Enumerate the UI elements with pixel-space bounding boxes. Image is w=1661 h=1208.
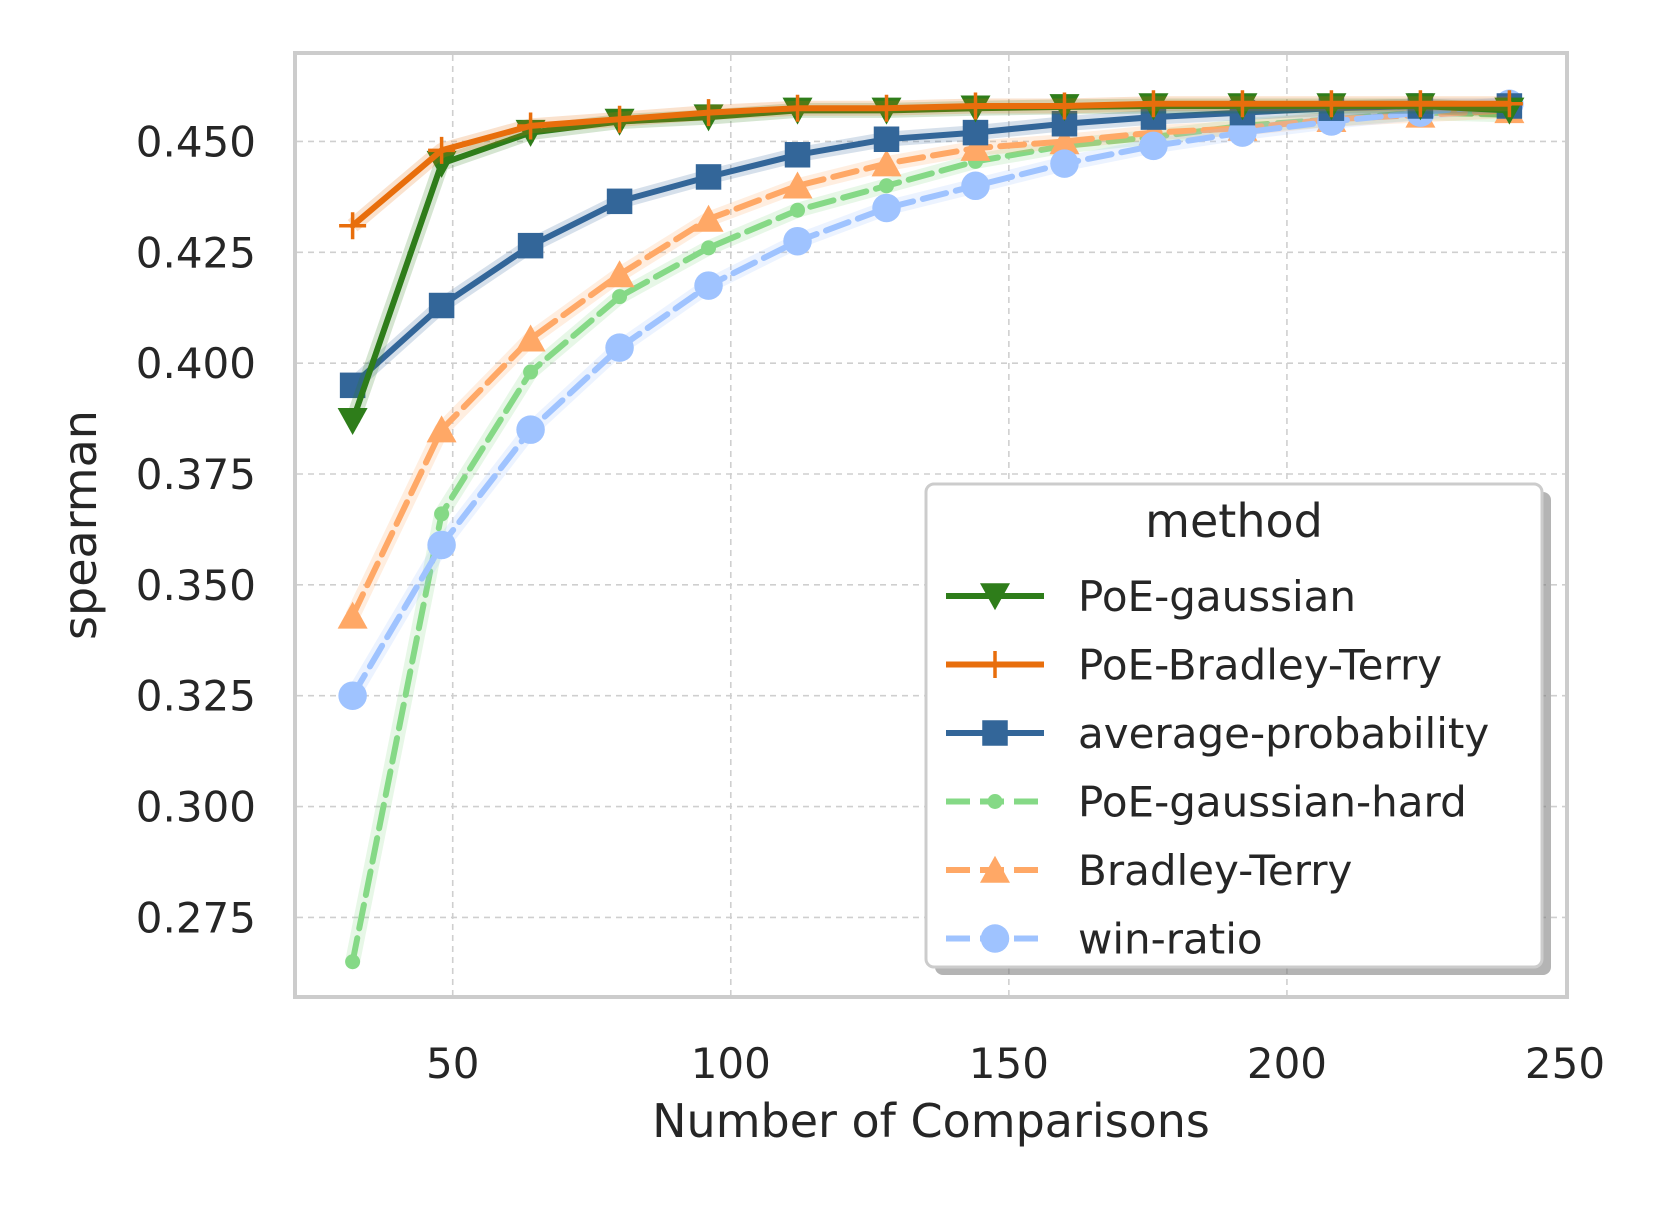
- data-point: [612, 289, 628, 305]
- legend-marker: [980, 855, 1010, 883]
- data-point: [871, 149, 902, 177]
- data-point: [1228, 118, 1257, 147]
- y-tick-label: 0.450: [136, 117, 256, 166]
- data-point: [434, 506, 450, 522]
- data-point: [784, 142, 811, 168]
- data-point: [427, 530, 456, 560]
- legend-item: PoE-gaussian: [946, 572, 1356, 621]
- data-point: [604, 260, 635, 288]
- data-point: [695, 164, 722, 190]
- y-tick-label: 0.325: [136, 672, 256, 721]
- data-point: [428, 292, 455, 319]
- data-point: [1317, 90, 1345, 118]
- legend-marker: [982, 720, 1008, 746]
- legend-item: PoE-Bradley-Terry: [946, 641, 1442, 690]
- series-line: [349, 107, 1513, 619]
- legend-marker: [980, 583, 1010, 611]
- data-point: [783, 226, 812, 256]
- legend-title: method: [1145, 494, 1323, 548]
- legend-item: Bradley-Terry: [946, 846, 1352, 895]
- legend-marker: [980, 924, 1010, 953]
- data-point: [1050, 149, 1079, 178]
- y-tick-label: 0.425: [136, 228, 256, 277]
- data-point: [961, 92, 989, 120]
- legend: method PoE-gaussian PoE-Bradley-Terry aver…: [924, 482, 1551, 975]
- data-point: [515, 324, 546, 352]
- legend-label: PoE-gaussian-hard: [1078, 778, 1467, 827]
- data-point: [961, 171, 990, 201]
- x-tick-label: 200: [1247, 1039, 1327, 1088]
- data-point: [873, 126, 900, 152]
- data-point: [695, 99, 723, 127]
- y-tick-label: 0.300: [136, 783, 256, 832]
- legend-marker: [987, 794, 1003, 809]
- x-tick-label: 100: [691, 1039, 771, 1088]
- data-point: [960, 133, 991, 161]
- series-line: [349, 100, 1513, 229]
- x-tick-label: 250: [1525, 1039, 1605, 1088]
- data-point: [790, 202, 806, 218]
- legend-item: average-probability: [946, 709, 1489, 758]
- data-point: [605, 333, 634, 362]
- legend-label: win-ratio: [1078, 915, 1263, 964]
- series-layer: [337, 89, 1525, 970]
- x-tick-label: 150: [969, 1039, 1049, 1088]
- data-point: [426, 415, 457, 443]
- data-point: [1139, 90, 1167, 118]
- data-point: [872, 193, 901, 223]
- data-point: [784, 94, 812, 122]
- legend-box: [924, 482, 1544, 969]
- data-point: [517, 112, 545, 140]
- data-point: [606, 105, 634, 133]
- data-point: [339, 212, 367, 240]
- data-point: [1228, 90, 1256, 118]
- x-axis-label: Number of Comparisons: [652, 1094, 1210, 1148]
- series-line: [349, 100, 1513, 699]
- x-tick-label: 50: [426, 1039, 479, 1088]
- data-point: [338, 681, 367, 710]
- y-tick-label: 0.275: [136, 893, 256, 942]
- data-point: [428, 136, 456, 164]
- y-tick-label: 0.400: [136, 339, 256, 388]
- data-point: [879, 178, 895, 194]
- data-point: [1050, 92, 1078, 120]
- y-axis-label: spearman: [53, 410, 107, 640]
- data-point: [1406, 90, 1434, 118]
- data-point: [337, 601, 368, 629]
- ticks: 50 100 150 200 250 0.275 0.300 0.325 0.350 0.375 0…: [136, 117, 1605, 1088]
- series-PoE-Bradley-Terry: [339, 90, 1523, 240]
- data-point: [517, 232, 544, 259]
- legend-label: PoE-gaussian: [1078, 572, 1356, 621]
- data-point: [606, 188, 633, 215]
- legend-label: Bradley-Terry: [1078, 846, 1352, 895]
- legend-items: PoE-gaussian PoE-Bradley-Terry average-pro…: [946, 572, 1489, 964]
- data-point: [782, 171, 813, 199]
- legend-item: win-ratio: [946, 915, 1263, 964]
- data-point: [516, 415, 545, 444]
- data-point: [337, 408, 368, 436]
- y-tick-label: 0.350: [136, 561, 256, 610]
- data-point: [523, 364, 539, 380]
- data-point: [962, 119, 989, 146]
- data-point: [693, 204, 724, 232]
- data-point: [1049, 127, 1080, 155]
- data-point: [694, 271, 723, 300]
- legend-item: PoE-gaussian-hard: [946, 778, 1467, 827]
- legend-label: average-probability: [1078, 709, 1489, 758]
- data-point: [1139, 131, 1168, 161]
- data-point: [345, 954, 361, 970]
- legend-label: PoE-Bradley-Terry: [1078, 641, 1442, 690]
- data-point: [873, 94, 901, 122]
- data-point: [1495, 90, 1523, 118]
- legend-marker: [981, 651, 1009, 678]
- data-point: [701, 240, 717, 256]
- y-tick-label: 0.375: [136, 450, 256, 499]
